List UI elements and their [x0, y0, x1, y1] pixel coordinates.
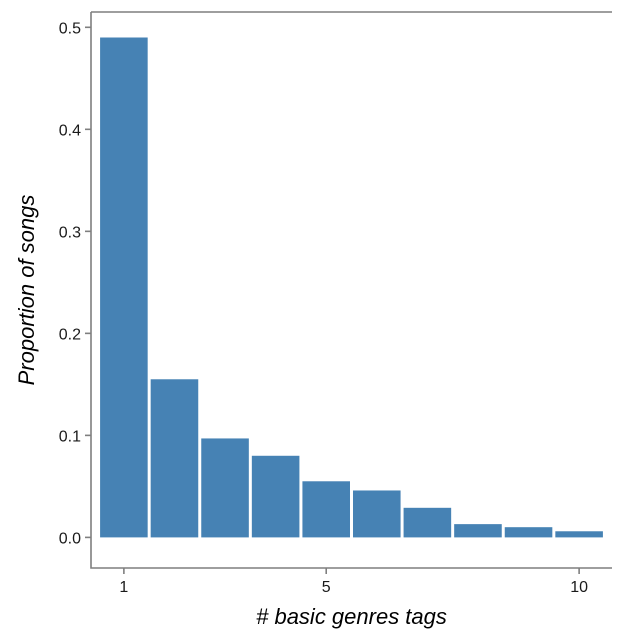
- bar-10: [555, 531, 603, 538]
- y-tick-label: 0.1: [59, 428, 81, 445]
- y-axis-title: Proportion of songs: [14, 195, 39, 386]
- x-tick-label: 5: [322, 579, 331, 596]
- y-tick-label: 0.3: [59, 224, 81, 241]
- bar-8: [454, 524, 502, 538]
- y-ticks: 0.0 0.1 0.2 0.3 0.4 0.5: [59, 20, 91, 547]
- y-tick-label: 0.4: [59, 122, 81, 139]
- bars-group: [100, 37, 603, 538]
- x-ticks: 1 5 10: [119, 568, 588, 596]
- x-tick-label: 1: [119, 579, 128, 596]
- bar-1: [100, 37, 148, 538]
- y-tick-label: 0.2: [59, 326, 81, 343]
- bar-5: [302, 481, 350, 538]
- bar-6: [353, 490, 401, 538]
- axes-group: [90, 11, 612, 569]
- bar-7: [403, 507, 452, 538]
- bar-4: [251, 455, 300, 538]
- bar-2: [150, 379, 199, 538]
- axis-frame: [90, 11, 612, 569]
- bar-9: [504, 527, 553, 538]
- x-axis-title: # basic genres tags: [256, 604, 447, 629]
- y-tick-label: 0.5: [59, 20, 81, 37]
- bar-3: [201, 438, 249, 538]
- y-tick-label: 0.0: [59, 530, 81, 547]
- x-tick-label: 10: [570, 579, 588, 596]
